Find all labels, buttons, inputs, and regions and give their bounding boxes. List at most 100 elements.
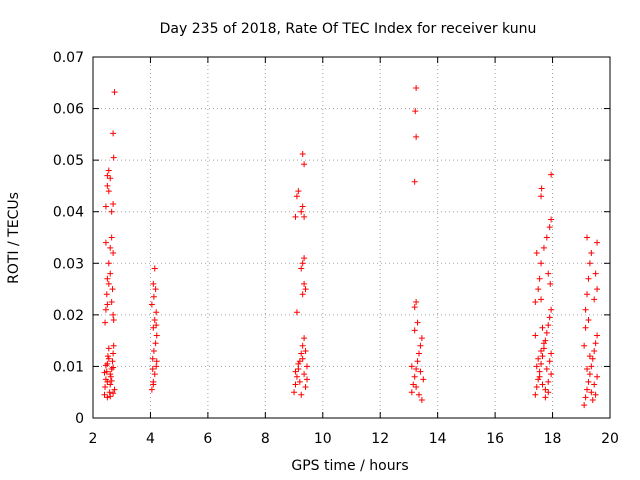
data-point — [592, 340, 599, 347]
data-point — [589, 396, 596, 403]
data-point — [584, 234, 591, 241]
data-point — [110, 350, 117, 357]
data-point — [548, 350, 555, 357]
data-point — [150, 293, 157, 300]
data-point — [292, 213, 299, 220]
data-point — [542, 394, 549, 401]
data-point — [591, 381, 598, 388]
data-point — [299, 355, 306, 362]
data-point — [298, 265, 305, 272]
data-point — [538, 260, 545, 267]
data-point — [586, 353, 593, 360]
data-point — [586, 371, 593, 378]
data-point — [543, 234, 550, 241]
data-point — [301, 280, 308, 287]
data-point — [299, 203, 306, 210]
data-point — [110, 390, 117, 397]
data-point — [102, 376, 109, 383]
data-point — [535, 286, 542, 293]
data-point — [543, 366, 550, 373]
data-point — [296, 378, 303, 385]
data-point — [584, 386, 591, 393]
data-point — [153, 332, 160, 339]
data-point — [105, 345, 112, 352]
data-point — [536, 275, 543, 282]
data-point — [108, 377, 115, 384]
data-point — [594, 373, 601, 380]
data-point — [413, 298, 420, 305]
data-point — [151, 265, 158, 272]
data-point — [102, 239, 109, 246]
data-point — [101, 391, 108, 398]
data-point — [102, 306, 109, 313]
data-point — [148, 386, 155, 393]
data-point — [105, 280, 112, 287]
y-tick-label: 0.04 — [53, 205, 84, 221]
data-point — [299, 260, 306, 267]
x-tick-label: 10 — [314, 431, 332, 447]
data-point — [414, 358, 421, 365]
data-point — [153, 358, 160, 365]
data-point — [102, 384, 109, 391]
data-point — [413, 366, 420, 373]
data-point — [109, 358, 116, 365]
x-tick-label: 20 — [601, 431, 619, 447]
data-point — [588, 389, 595, 396]
axis-ticks — [92, 56, 611, 419]
data-point — [293, 193, 300, 200]
data-point — [153, 309, 160, 316]
data-point — [546, 314, 553, 321]
data-point — [110, 249, 117, 256]
data-point — [110, 130, 117, 137]
y-tick-label: 0.05 — [53, 153, 84, 169]
data-point — [291, 389, 298, 396]
x-tick-label: 14 — [429, 431, 447, 447]
y-tick-label: 0 — [75, 411, 84, 427]
data-point — [547, 280, 554, 287]
data-point — [148, 301, 155, 308]
data-point — [588, 249, 595, 256]
data-point — [301, 213, 308, 220]
data-point — [417, 368, 424, 375]
x-tick-label: 18 — [544, 431, 562, 447]
data-point — [104, 378, 111, 385]
data-point — [581, 402, 588, 409]
data-point — [104, 275, 111, 282]
y-tick-label: 0.02 — [53, 308, 84, 324]
data-point — [536, 373, 543, 380]
data-point — [545, 378, 552, 385]
data-point — [548, 171, 555, 178]
data-point — [104, 301, 111, 308]
data-point — [107, 393, 114, 400]
x-tick-label: 12 — [371, 431, 389, 447]
data-point — [545, 270, 552, 277]
data-point — [150, 381, 157, 388]
data-point — [299, 291, 306, 298]
data-point — [107, 175, 114, 182]
data-point — [548, 371, 555, 378]
data-point — [295, 188, 302, 195]
data-point — [533, 249, 540, 256]
data-point — [415, 350, 422, 357]
data-point — [149, 366, 156, 373]
data-point — [152, 286, 159, 293]
data-point — [105, 355, 112, 362]
data-point — [107, 373, 114, 380]
data-point — [149, 355, 156, 362]
data-point — [591, 347, 598, 354]
data-point — [104, 182, 111, 189]
data-point — [302, 384, 309, 391]
data-point — [110, 311, 117, 318]
data-point — [150, 280, 157, 287]
data-point — [582, 306, 589, 313]
data-point — [152, 340, 159, 347]
plot-frame — [92, 56, 611, 419]
data-point — [581, 342, 588, 349]
data-point — [538, 185, 545, 192]
data-point — [539, 324, 546, 331]
data-point — [546, 358, 553, 365]
data-point — [107, 371, 114, 378]
data-point — [301, 371, 308, 378]
data-point — [411, 178, 418, 185]
data-point — [545, 322, 552, 329]
